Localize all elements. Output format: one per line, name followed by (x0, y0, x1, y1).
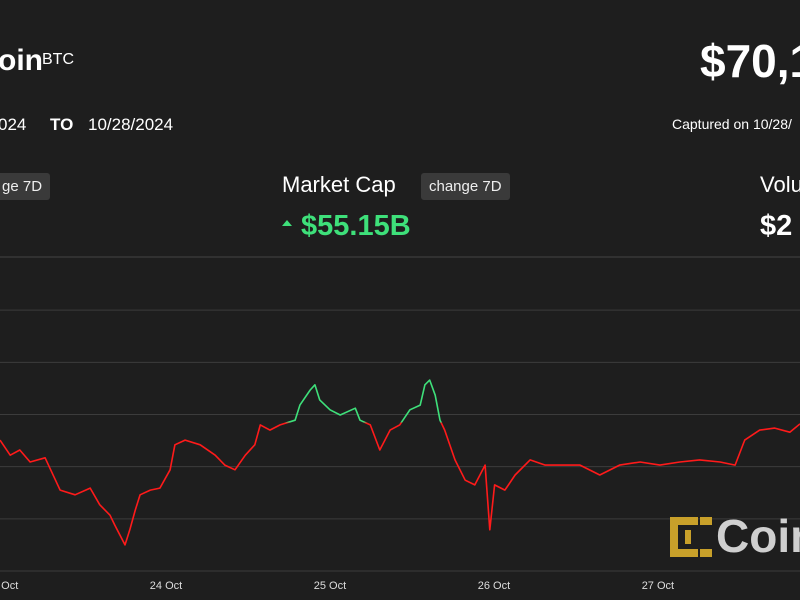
stat-value: $55.15B (301, 210, 411, 242)
x-tick-label: 24 Oct (150, 580, 182, 592)
date-to-label: TO (50, 115, 74, 134)
captured: Captured on 10/28/ (672, 116, 792, 132)
stat-label: Volu (760, 172, 800, 197)
price-line (0, 379, 800, 546)
x-tick-label: 25 Oct (314, 580, 346, 592)
watermark-logo (670, 517, 712, 557)
date-from: 024 (0, 115, 27, 134)
price: $70,1 (700, 35, 800, 87)
date-to: 10/28/2024 (88, 115, 174, 134)
watermark: Coin (716, 510, 800, 562)
x-tick-label: 26 Oct (478, 580, 510, 592)
change-tag: ge 7D (0, 173, 51, 200)
stat-value: $2 (760, 210, 793, 242)
x-tick-label: 23 Oct (0, 580, 18, 592)
stat-label: Market Cap (282, 172, 396, 197)
up-arrow (282, 220, 292, 226)
x-tick-label: 27 Oct (642, 580, 674, 592)
ticker: BTC (42, 51, 74, 68)
coin-name: oin (0, 44, 43, 77)
change-tag: change 7D (421, 173, 510, 200)
